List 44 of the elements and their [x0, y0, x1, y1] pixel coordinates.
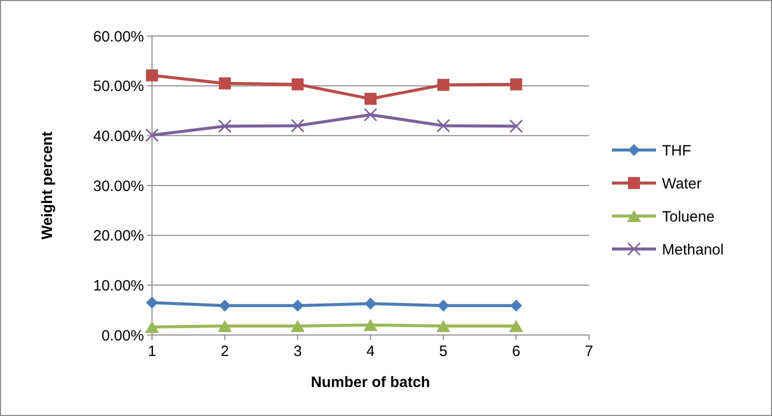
x-tick-label: 1 — [148, 343, 156, 360]
point — [509, 320, 524, 332]
point — [437, 78, 450, 91]
point — [437, 300, 450, 312]
legend-label: THF — [662, 142, 692, 160]
y-tick-label: 0.00% — [101, 327, 144, 344]
point — [146, 296, 158, 309]
point — [436, 320, 450, 332]
point — [509, 119, 523, 133]
y-tick-label: 10.00% — [93, 277, 144, 294]
point — [146, 69, 158, 82]
point — [292, 300, 304, 312]
x-tick-label: 2 — [220, 343, 230, 360]
point — [218, 320, 232, 332]
point — [290, 118, 304, 132]
x-tick-label: 4 — [366, 343, 375, 360]
legend-label: Toluene — [662, 208, 715, 226]
y-axis-title: Weight percent — [39, 131, 56, 240]
y-tick-label: 30.00% — [93, 178, 144, 195]
point — [218, 77, 231, 90]
y-tick-label: 20.00% — [93, 228, 144, 245]
point — [364, 92, 376, 105]
point — [218, 119, 232, 133]
y-tick-label: 60.00% — [93, 28, 144, 46]
point — [364, 108, 378, 122]
point — [510, 78, 522, 90]
point — [364, 298, 376, 310]
x-tick-label: 5 — [439, 343, 448, 360]
y-tick-label: 50.00% — [93, 78, 144, 96]
x-tick-label: 3 — [293, 343, 302, 360]
legend-label: Water — [662, 175, 702, 192]
point — [145, 128, 159, 142]
point — [292, 78, 304, 90]
y-tick-label: 40.00% — [93, 128, 144, 145]
point — [145, 321, 159, 334]
point — [364, 319, 378, 332]
point — [218, 300, 231, 312]
x-tick-label: 7 — [584, 343, 594, 360]
point — [510, 300, 522, 312]
x-tick-label: 6 — [512, 343, 520, 360]
point — [290, 320, 305, 332]
point — [436, 118, 450, 132]
x-axis-title: Number of batch — [310, 374, 430, 391]
legend-label: Methanol — [662, 241, 724, 258]
